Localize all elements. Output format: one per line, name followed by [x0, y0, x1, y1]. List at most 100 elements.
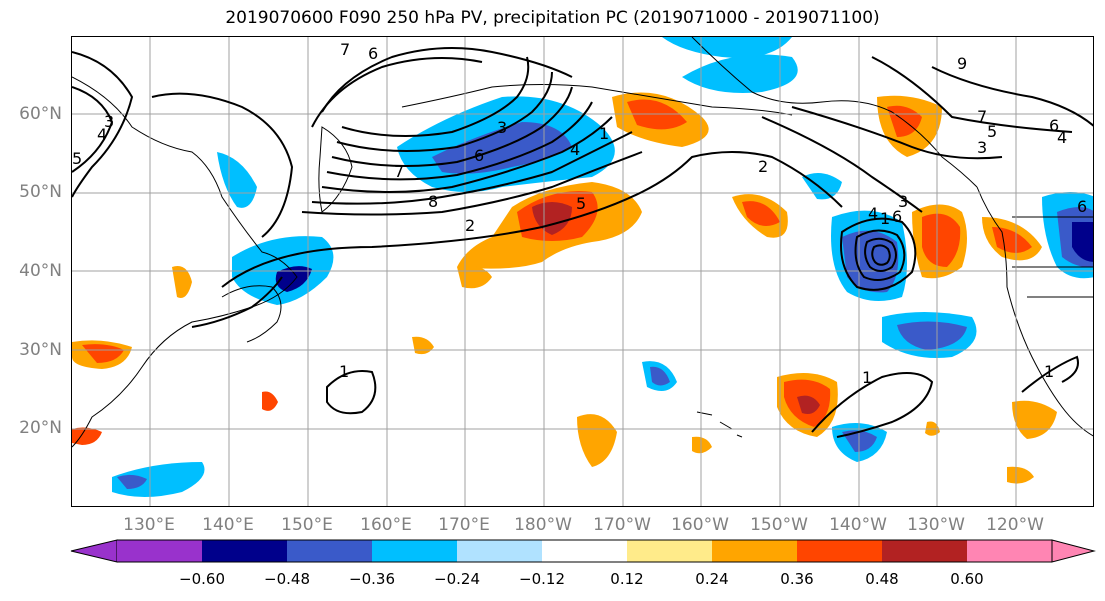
pv-contour-1-d	[191, 276, 283, 328]
contour-label: 4	[570, 140, 580, 159]
pv-contour-low-3	[864, 237, 897, 272]
contour-label: 4	[1057, 128, 1067, 147]
shade-bering-small	[802, 173, 842, 200]
contour-label: 9	[957, 54, 967, 73]
pv-contour-low-1	[840, 217, 917, 291]
map-title: 2019070600 F090 250 hPa PV, precipitatio…	[225, 8, 880, 28]
contour-label: 4	[868, 204, 878, 223]
contour-label: 1	[862, 368, 872, 387]
pv-contour-1-b	[811, 372, 934, 438]
pv-contour-west-a	[72, 51, 134, 198]
pv-contour-ridge-3	[871, 56, 1073, 133]
shade-subtrop-pos-1-max	[797, 395, 820, 414]
shade-scs-neg-core	[117, 474, 147, 489]
colorbar-bin	[967, 540, 1052, 562]
contour-label: 2	[465, 216, 475, 235]
colorbar-bin	[712, 540, 797, 562]
shade-japan-neg-core	[275, 266, 312, 292]
colorbar-tick: 0.36	[780, 570, 814, 588]
pv-contour-north-b	[311, 57, 483, 128]
pv-contour-ridge-4	[931, 66, 1093, 127]
shade-sea-pos	[172, 266, 192, 298]
pv-contour-west-b	[72, 86, 114, 173]
coast-japan	[221, 285, 282, 343]
contour-label: 1	[339, 362, 349, 381]
lon-label-170w: 170°W	[593, 515, 651, 535]
colorbar	[70, 539, 1096, 563]
colorbar-bin	[882, 540, 967, 562]
contour-label: 6	[1049, 116, 1059, 135]
colorbar-extend-low	[70, 539, 118, 563]
pv-contour-9	[341, 56, 530, 137]
lon-label-150w: 150°W	[750, 515, 808, 535]
colorbar-bin	[797, 540, 882, 562]
pv-contour-3	[301, 151, 643, 216]
lon-label-180w: 180°W	[514, 515, 572, 535]
pv-contour-north-a	[321, 47, 573, 113]
lat-label-20n: 20°N	[19, 418, 62, 438]
shade-subtrop-pos-2	[577, 414, 617, 467]
contour-label: 3	[104, 112, 114, 131]
coast-namerica	[976, 186, 1093, 437]
shade-subtrop-pos-3	[1012, 400, 1057, 439]
contour-label: 6	[368, 44, 378, 63]
shade-scs-neg	[112, 462, 205, 497]
contour-label: 3	[497, 118, 507, 137]
lon-label-160e: 160°E	[360, 515, 412, 535]
colorbar-tick: 0.48	[865, 570, 899, 588]
contour-label: 7	[394, 162, 404, 181]
contour-label: 5	[576, 194, 586, 213]
colorbar-bin	[627, 540, 712, 562]
shade-asia-pos-core	[82, 344, 124, 363]
contour-label: 7	[977, 107, 987, 126]
contour-label: 2	[758, 157, 768, 176]
shade-mex-pos	[1007, 466, 1034, 484]
lon-label-140w: 140°W	[829, 515, 887, 535]
contour-label: 3	[977, 138, 987, 157]
pv-contour-5	[321, 116, 613, 193]
coast-asia	[72, 76, 298, 448]
shade-goa-pos-core	[742, 201, 780, 226]
coast-namerica-border	[1012, 216, 1093, 298]
shade-hi-pos	[412, 336, 434, 355]
contour-label: 1	[880, 209, 890, 228]
shade-east-neg-max	[1072, 222, 1093, 262]
shade-small-pos	[262, 391, 278, 411]
lon-label-150e: 150°E	[281, 515, 333, 535]
colorbar-tick: −0.24	[434, 570, 480, 588]
contour-label: 8	[428, 192, 438, 211]
pv-contour-1-c	[1021, 355, 1079, 393]
lat-label-30n: 30°N	[19, 340, 62, 360]
colorbar-bin	[372, 540, 457, 562]
contour-labels: 7 6 4 3 4 5 3 1 4 6 7 8 5 2 2 1 3 6 4 7 …	[72, 40, 1087, 387]
contour-label: 5	[72, 149, 82, 168]
lon-label-130w: 130°W	[907, 515, 965, 535]
colorbar-tick: −0.36	[349, 570, 395, 588]
coastlines	[72, 37, 1093, 448]
shade-central-neg	[682, 54, 798, 93]
colorbar-tick: −0.12	[519, 570, 565, 588]
pv-contour-west-c	[151, 92, 294, 238]
shade-okhotsk-neg	[217, 152, 257, 208]
pv-contour-8	[336, 71, 553, 152]
lon-label-120w: 120°W	[986, 515, 1044, 535]
contour-label: 6	[474, 146, 484, 165]
pv-contour-2	[221, 151, 843, 288]
shade-subtrop-neg-2-core	[650, 366, 670, 386]
coast-alaska	[691, 37, 978, 188]
colorbar-tick: −0.48	[264, 570, 310, 588]
coast-hawaii	[696, 411, 743, 438]
colorbar-extend-high	[1051, 539, 1096, 563]
coast-kamchatka	[318, 126, 353, 213]
colorbar-bin	[542, 540, 627, 562]
contour-label: 6	[892, 207, 902, 226]
shade-dl-small-pos	[692, 436, 712, 454]
shade-subtrop-pos-4	[457, 265, 492, 289]
pv-contour-1-a	[326, 370, 377, 415]
colorbar-tick: 0.12	[610, 570, 644, 588]
map-canvas: 7 6 4 3 4 5 3 1 4 6 7 8 5 2 2 1 3 6 4 7 …	[72, 37, 1093, 506]
contour-label: 3	[898, 192, 908, 211]
lon-label-140e: 140°E	[202, 515, 254, 535]
lat-label-60n: 60°N	[19, 104, 62, 124]
contour-label: 1	[599, 124, 609, 143]
